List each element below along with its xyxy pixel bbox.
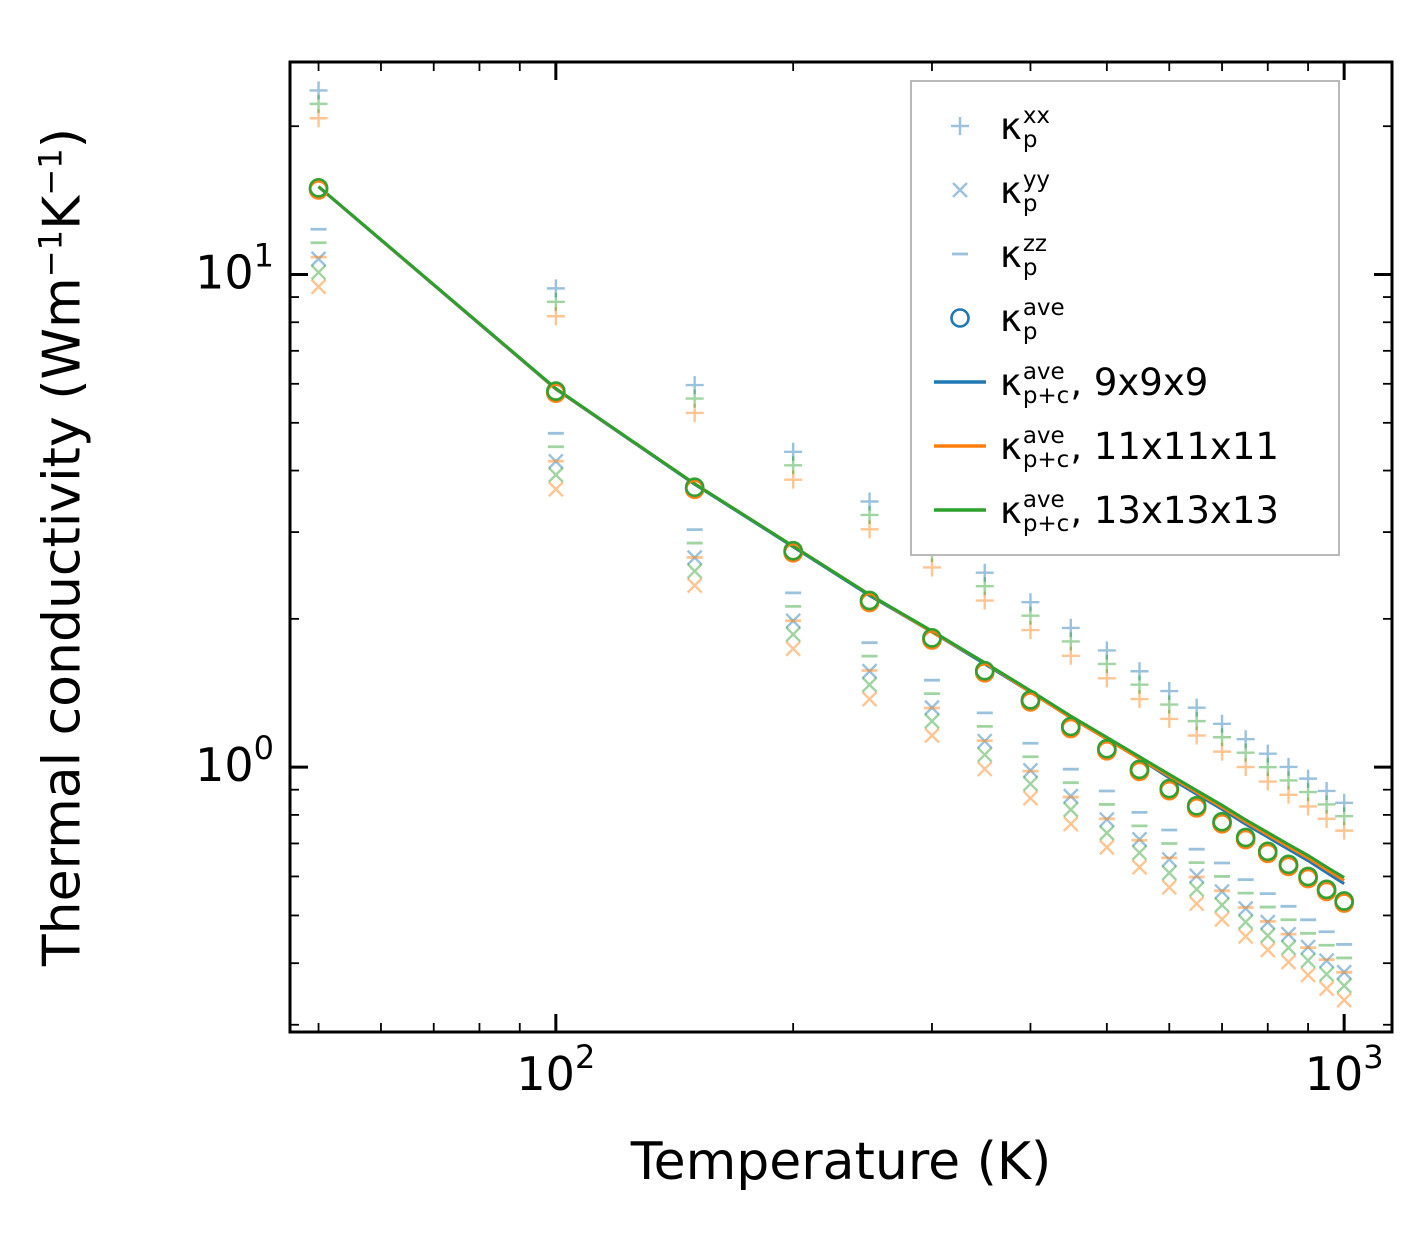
scatter-kappa_p_zz-11x11x11 xyxy=(310,255,1353,974)
y-axis-label: Thermal conductivity (Wm−1K−1) xyxy=(31,128,92,966)
circle-legend-icon xyxy=(950,308,970,328)
legend-marker xyxy=(920,296,1000,340)
legend-label: κ ave p xyxy=(1000,294,1065,345)
x-tick-label: 102 xyxy=(516,1038,595,1101)
legend-marker xyxy=(920,232,1000,276)
legend-label: κ yy p xyxy=(1000,166,1051,217)
line-legend-icon xyxy=(934,444,986,448)
x-legend-icon xyxy=(952,182,968,198)
line-kappa_ave_p+c-13x13x13 xyxy=(317,185,1345,879)
line-legend-icon xyxy=(934,380,986,384)
legend-entry-4: κ ave p+c, 9x9x9 xyxy=(920,350,1330,414)
legend-entry-2: κ zz p xyxy=(920,222,1330,286)
y-axis-label-text: Thermal conductivity (Wm xyxy=(32,277,93,967)
legend-marker xyxy=(920,168,1000,212)
x-axis-label: Temperature (K) xyxy=(630,1132,1052,1192)
legend-label: κ xx p xyxy=(1000,102,1051,153)
x-tick-label: 103 xyxy=(1305,1038,1384,1101)
legend-entry-1: κ yy p xyxy=(920,158,1330,222)
y-tick-label: 100 xyxy=(195,729,274,792)
scatter-kappa_p_zz-13x13x13 xyxy=(310,241,1353,960)
y-axis-label-sup1: −1 xyxy=(31,229,70,278)
legend-entry-0: κ xx p xyxy=(920,94,1330,158)
scatter-kappa_p_yy-13x13x13 xyxy=(310,264,1352,994)
line-legend-icon xyxy=(934,508,986,512)
scatter-kappa_p_yy-11x11x11 xyxy=(310,278,1352,1008)
legend-label: κ ave p+c, 13x13x13 xyxy=(1000,486,1279,537)
scatter-kappa_p_yy-9x9x9 xyxy=(310,251,1352,981)
y-axis-label-text3: ) xyxy=(32,127,93,149)
y-tick-label: 101 xyxy=(195,237,274,300)
plus-legend-icon xyxy=(951,117,969,135)
legend-entry-5: κ ave p+c, 11x11x11 xyxy=(920,414,1330,478)
scatter-kappa_p_zz-9x9x9 xyxy=(310,227,1353,946)
legend: κ xx p κ yy p κ zz p κ ave p κ ave p+c, 9x9x9 κ ave p+c, … xyxy=(910,80,1340,556)
scatter-kappa_p_xx-11x11x11 xyxy=(309,109,1354,840)
tick-labels: 102 103 101 100 xyxy=(195,237,1384,1101)
legend-entry-3: κ ave p xyxy=(920,286,1330,350)
legend-marker xyxy=(920,104,1000,148)
y-axis-label-text2: K xyxy=(32,195,93,230)
legend-marker xyxy=(920,360,1000,404)
y-axis-label-sup2: −1 xyxy=(31,148,70,196)
legend-entry-6: κ ave p+c, 13x13x13 xyxy=(920,478,1330,542)
plot-spines xyxy=(288,60,1394,1034)
scatter-kappa_p_ave-13x13x13 xyxy=(308,177,1354,911)
legend-label: κ ave p+c, 11x11x11 xyxy=(1000,422,1279,473)
legend-label: κ zz p xyxy=(1000,230,1047,281)
dash-legend-icon xyxy=(952,252,968,256)
legend-marker xyxy=(920,488,1000,532)
legend-label: κ ave p+c, 9x9x9 xyxy=(1000,358,1209,409)
legend-marker xyxy=(920,424,1000,468)
